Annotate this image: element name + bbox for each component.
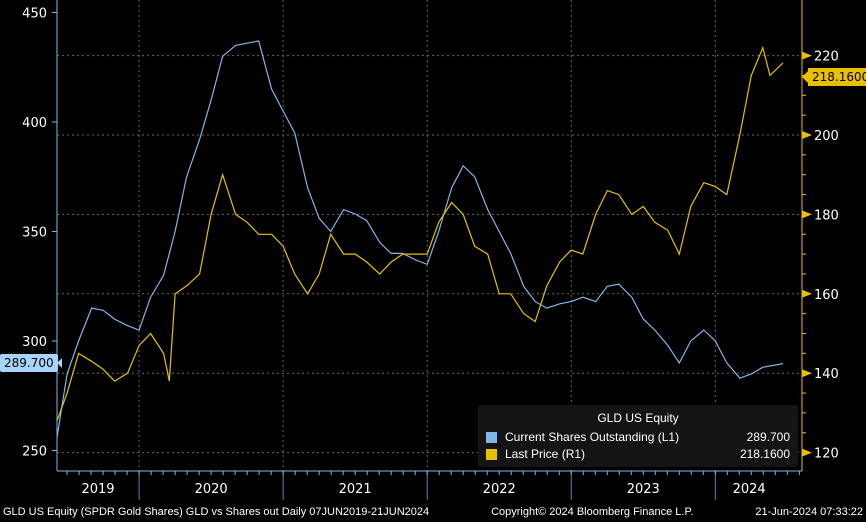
footer: GLD US Equity (SPDR Gold Shares) GLD vs … xyxy=(3,506,863,518)
footer-timestamp: 21-Jun-2024 07:33:22 xyxy=(755,506,863,518)
right-axis-tick xyxy=(802,369,812,378)
right-axis-tick-label: 200 xyxy=(814,129,839,144)
legend-swatch-price xyxy=(486,448,497,460)
right-axis-tick-label: 220 xyxy=(814,50,839,65)
footer-description: GLD US Equity (SPDR Gold Shares) GLD vs … xyxy=(3,506,430,518)
footer-copyright: Copyright© 2024 Bloomberg Finance L.P. xyxy=(491,506,694,518)
legend-label-shares: Current Shares Outstanding (L1) xyxy=(505,430,680,444)
right-axis-tick xyxy=(802,289,812,298)
left-last-value-tag: 289.700 xyxy=(0,354,58,372)
left-axis-tick-label: 250 xyxy=(22,445,47,460)
right-last-value-tag: 218.1600 xyxy=(808,68,866,86)
right-axis-tick-label: 140 xyxy=(814,367,839,382)
legend-title: GLD US Equity xyxy=(597,411,679,425)
legend: GLD US Equity Current Shares Outstanding… xyxy=(478,405,798,467)
x-axis-tick-label: 2022 xyxy=(483,482,516,497)
legend-swatch-shares xyxy=(486,431,497,443)
left-axis-tick-label: 450 xyxy=(22,7,47,22)
left-axis-tick-label: 300 xyxy=(22,335,47,350)
right-tag-pointer xyxy=(802,71,808,83)
legend-value-shares: 289.700 xyxy=(746,430,790,444)
x-axis-tick-label: 2024 xyxy=(733,482,766,497)
right-axis-tick-label: 160 xyxy=(814,288,839,303)
right-axis-tick-label: 180 xyxy=(814,208,839,223)
right-axis-tick xyxy=(802,448,812,457)
legend-item-price: Last Price (R1) 218.1600 xyxy=(486,446,790,462)
right-axis-tick xyxy=(802,210,812,219)
left-tag-pointer xyxy=(57,358,62,368)
x-axis-tick-label: 2021 xyxy=(339,482,372,497)
left-axis-tick-label: 400 xyxy=(22,116,47,131)
legend-label-price: Last Price (R1) xyxy=(505,447,586,461)
x-axis-tick-label: 2020 xyxy=(195,482,228,497)
legend-value-price: 218.1600 xyxy=(739,447,790,461)
x-axis-tick-label: 2019 xyxy=(81,482,114,497)
legend-item-shares: Current Shares Outstanding (L1) 289.700 xyxy=(486,429,790,445)
right-axis-tick-label: 120 xyxy=(814,447,839,462)
x-axis-tick-label: 2023 xyxy=(627,482,660,497)
series-line-shares-outstanding xyxy=(56,40,784,438)
series-line-last-price xyxy=(56,45,784,422)
right-axis-tick xyxy=(802,131,812,139)
left-axis-tick-label: 350 xyxy=(22,226,47,241)
right-axis-tick xyxy=(802,51,812,60)
